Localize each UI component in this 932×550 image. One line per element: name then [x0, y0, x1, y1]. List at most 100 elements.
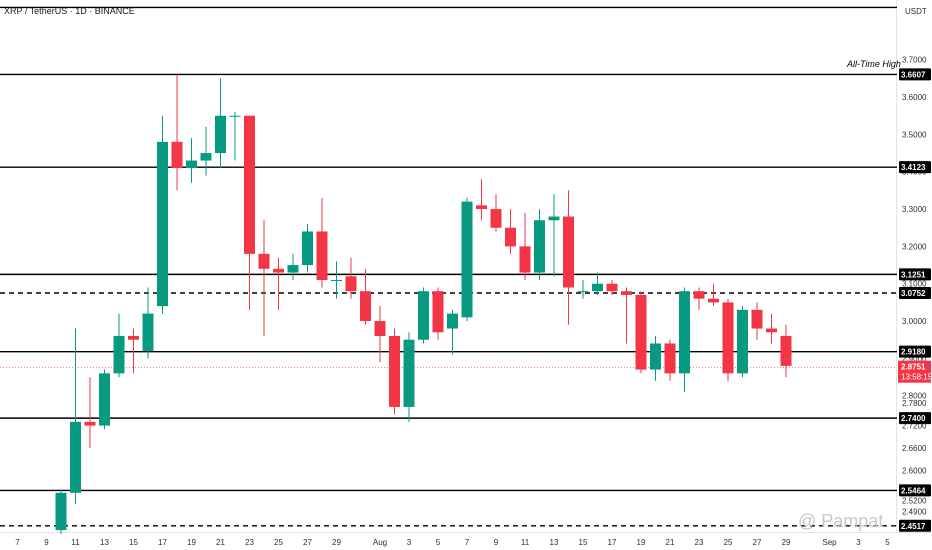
level-label: 3.4123	[901, 163, 926, 172]
time-tick-label: 11	[521, 538, 530, 547]
time-tick-label: 27	[753, 538, 762, 547]
time-tick-label: 19	[637, 538, 646, 547]
time-tick-label: 19	[187, 538, 196, 547]
candle	[693, 287, 705, 310]
candle	[186, 138, 197, 183]
time-tick-label: 23	[245, 538, 254, 547]
time-tick-label: 7	[465, 538, 470, 547]
candle-body	[447, 313, 458, 329]
candle-body	[215, 115, 226, 154]
candle	[258, 220, 270, 336]
time-tick-label: 13	[550, 538, 559, 547]
price-tick-label: 2.5200	[902, 496, 927, 505]
candle-body	[171, 141, 183, 168]
candle	[432, 287, 444, 340]
candle	[287, 253, 299, 280]
level-label-background	[899, 161, 931, 174]
candle-body	[766, 328, 777, 333]
time-tick-label: 29	[332, 538, 341, 547]
candle	[780, 324, 792, 378]
candle-body	[360, 291, 371, 322]
candle	[70, 328, 81, 504]
candle-body	[679, 291, 690, 374]
candle-body	[650, 343, 661, 370]
time-tick-label: 23	[695, 538, 704, 547]
candle	[389, 328, 400, 415]
candle	[650, 336, 661, 381]
candle-body	[418, 291, 429, 340]
candle-body	[664, 343, 676, 374]
candle	[534, 209, 545, 280]
candle-body	[229, 115, 241, 117]
time-tick-label: 9	[44, 538, 49, 547]
candle-body	[577, 291, 589, 293]
price-tick-label: 3.7000	[902, 56, 927, 65]
candle-body	[780, 336, 792, 366]
candles-layer	[55, 74, 792, 534]
candle	[128, 328, 139, 374]
candle	[563, 190, 574, 325]
candle	[722, 298, 734, 381]
candle-body	[99, 373, 110, 426]
candle	[418, 287, 429, 344]
candle-body	[548, 216, 560, 221]
candle-body	[592, 283, 603, 292]
candle-body	[708, 298, 719, 303]
price-tick-label: 3.0000	[902, 317, 927, 326]
candle-body	[621, 291, 632, 295]
level-label-background	[899, 268, 931, 281]
candle-body	[273, 268, 284, 273]
time-tick-label: 21	[666, 538, 675, 547]
candle-body	[142, 313, 154, 351]
candle-body	[84, 421, 96, 426]
candle	[244, 115, 255, 310]
time-tick-label: Aug	[373, 538, 387, 547]
candle-body	[534, 220, 545, 273]
candle	[490, 194, 502, 232]
candle-body	[505, 227, 516, 247]
level-labels-layer: 3.6607 3.4123 3.1251 3.0752 2.9180 2.7400 2.54…	[899, 68, 931, 532]
candle	[331, 261, 342, 299]
price-axis[interactable]: 3.70003.60003.50003.40003.30003.20003.10…	[902, 56, 927, 517]
candle-body	[461, 201, 473, 318]
candle-body	[490, 209, 502, 228]
candle	[157, 115, 168, 314]
candle-body	[606, 283, 618, 292]
current-price-label: 2.8751 13:58:15	[898, 360, 932, 383]
time-tick-label: 15	[129, 538, 138, 547]
candle	[99, 369, 110, 430]
candle	[316, 197, 328, 288]
candle-body	[737, 309, 748, 374]
price-tick-label: 2.9000	[902, 354, 927, 363]
level-label: 3.1251	[901, 270, 926, 279]
level-label-background	[899, 68, 931, 81]
level-label-background	[899, 519, 931, 532]
watermark: @ Pampat	[798, 511, 883, 531]
candle-body	[331, 280, 342, 281]
candle-body	[519, 246, 531, 273]
time-tick-label: 25	[274, 538, 283, 547]
candle	[461, 197, 473, 322]
candle-body	[316, 231, 328, 280]
time-axis[interactable]: 7 9 11 13 15 17 19 21 23 25 27 29 Aug 3 5 7 9 11 13 15 17 19 2…	[15, 538, 890, 547]
candle-body	[244, 115, 255, 254]
level-label: 2.5464	[901, 486, 926, 495]
all-time-high-annotation: All-Time High	[846, 59, 901, 69]
level-label-background	[899, 412, 931, 425]
level-label: 3.0752	[901, 289, 926, 298]
candle	[592, 272, 603, 295]
level-label: 2.4517	[901, 522, 926, 531]
time-tick-label: 21	[216, 538, 225, 547]
candle	[751, 302, 763, 340]
candle-body	[128, 336, 139, 340]
chart-title: XRP / TetherUS · 1D · BINANCE	[4, 6, 135, 16]
time-tick-label: 27	[303, 538, 312, 547]
candle	[229, 112, 241, 161]
candle-body	[258, 253, 270, 269]
candle-body	[200, 153, 212, 161]
candle	[374, 306, 386, 363]
level-label: 3.6607	[901, 70, 926, 79]
candle	[345, 257, 357, 299]
